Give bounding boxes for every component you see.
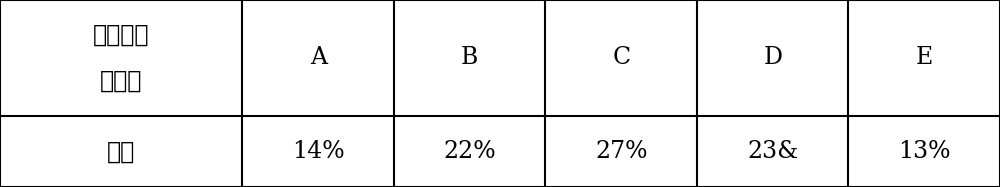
Text: 总功率: 总功率 (100, 69, 142, 93)
Text: C: C (612, 47, 630, 69)
Text: D: D (763, 47, 782, 69)
Text: 22%: 22% (443, 140, 496, 163)
Text: B: B (461, 47, 478, 69)
Text: 23&: 23& (747, 140, 798, 163)
Text: E: E (916, 47, 933, 69)
Text: 比例: 比例 (107, 140, 135, 163)
Text: 用电设备: 用电设备 (93, 23, 149, 47)
Text: A: A (310, 47, 327, 69)
Text: 27%: 27% (595, 140, 647, 163)
Text: 13%: 13% (898, 140, 950, 163)
Text: 14%: 14% (292, 140, 344, 163)
